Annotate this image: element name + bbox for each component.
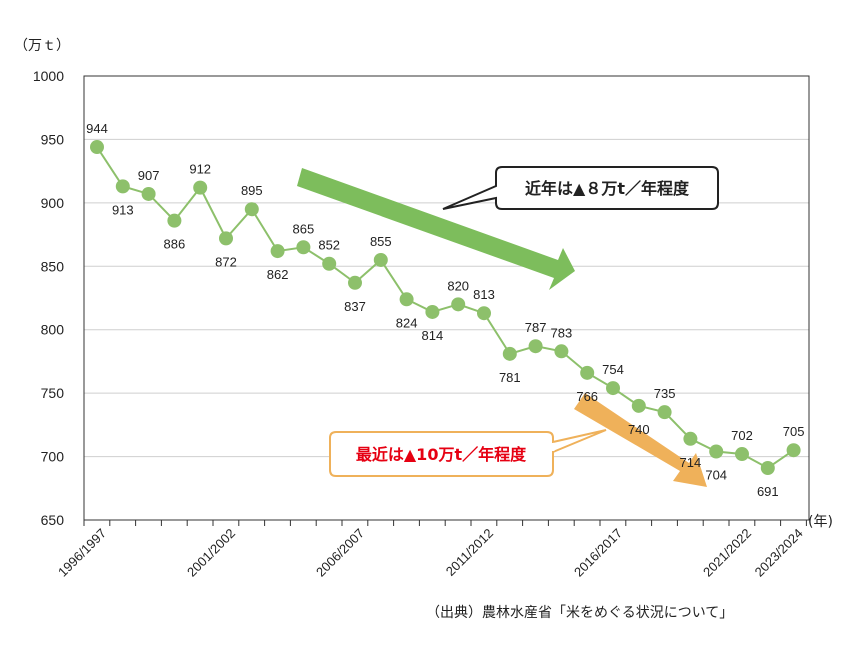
data-label: 735 [654,386,676,401]
data-point [373,252,388,267]
data-label: 787 [525,320,547,335]
data-label: 913 [112,202,134,217]
callout-recent: 近年は▲８万t／年程度 [442,166,719,210]
data-point [735,447,749,462]
data-label: 691 [757,484,779,499]
source-note: （出典）農林水産省「米をめぐる状況について」 [426,605,733,621]
y-tick-label: 800 [41,322,65,338]
x-tick-label: 2011/2012 [443,526,496,579]
data-label: 862 [267,267,289,282]
data-label: 907 [138,168,160,183]
data-point [580,365,595,380]
x-tick-label: 2021/2022 [700,526,754,580]
y-tick-label: 900 [41,195,65,211]
data-label: 813 [473,287,495,302]
x-tick-label: 2016/2017 [571,526,625,580]
y-tick-label: 650 [41,512,65,528]
data-point [760,460,775,475]
x-tick-label: 2001/2002 [184,526,238,580]
data-point [477,306,491,321]
data-label: 781 [499,370,521,385]
callout-latest-text: 最近は▲10万t／年程度 [356,445,527,464]
y-axis-ticks: 650 700 750 800 850 900 950 1000 [33,68,64,528]
y-tick-label: 1000 [33,68,64,84]
data-label: 865 [293,221,315,236]
y-tick-label: 950 [41,131,65,147]
plot-area [83,75,810,521]
data-point [244,202,259,217]
gridlines [84,138,809,458]
callout-recent-text: 近年は▲８万t／年程度 [525,179,690,198]
y-tick-label: 750 [41,385,65,401]
data-points [90,140,801,475]
data-label: 766 [576,389,598,404]
data-point [141,186,156,201]
data-label: 783 [551,325,573,340]
data-point [219,231,233,246]
data-label: 855 [370,234,392,249]
callout-latest: 最近は▲10万t／年程度 [329,429,607,477]
data-point [270,244,285,259]
data-label: 754 [602,362,624,377]
x-tick-label: 2006/2007 [313,526,367,580]
data-label: 837 [344,299,366,314]
trend-arrow-latest [574,393,707,487]
data-point [167,213,182,228]
data-label: 895 [241,183,263,198]
data-point [348,275,362,290]
data-label: 820 [447,278,469,293]
data-label: 704 [705,467,727,482]
data-point [399,292,414,307]
trend-arrow-recent [297,168,575,290]
data-label: 912 [189,162,211,177]
data-point [425,304,440,319]
x-tick-label: 2023/2024 [752,526,806,580]
data-label: 886 [164,237,186,252]
data-point [606,381,620,396]
data-point [115,179,130,194]
data-label: 824 [396,315,418,330]
data-label: 714 [680,455,702,470]
data-label: 814 [422,328,444,343]
data-label: 702 [731,428,753,443]
data-point [322,256,337,271]
y-tick-label: 700 [41,449,65,465]
x-tick-label: 1996/1997 [55,526,109,580]
data-point [709,444,724,459]
data-label: 705 [783,424,805,439]
data-point [502,346,517,361]
y-tick-label: 850 [41,258,65,274]
data-point [657,405,672,420]
data-label: 740 [628,422,650,437]
data-label: 852 [318,238,340,253]
x-unit-label: (年) [808,514,833,530]
y-unit-label: （万ｔ） [14,38,70,54]
data-point [786,443,801,458]
data-point [90,140,104,155]
data-label: 944 [86,121,108,136]
data-label: 872 [215,254,237,269]
data-point [683,431,698,446]
x-axis-ticks: 1996/1997 2001/2002 2006/2007 2011/2012 2016… [55,520,807,580]
series-line [96,146,795,470]
data-point [528,339,543,354]
data-point [451,297,466,312]
data-point [554,344,569,359]
data-point [631,398,646,413]
data-point [193,180,208,195]
data-point [296,240,311,255]
